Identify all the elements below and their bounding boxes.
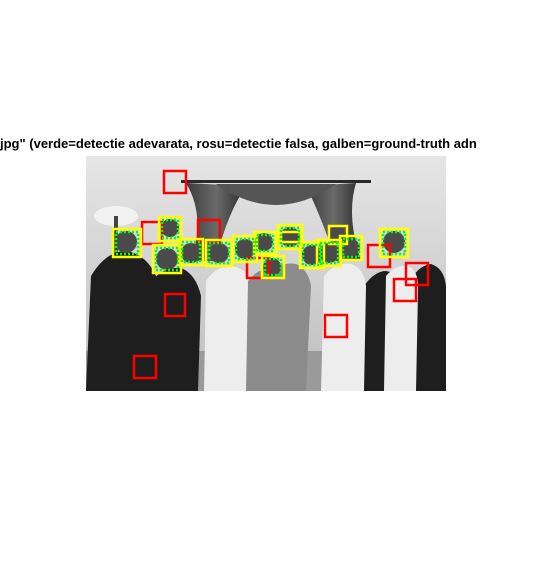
- false-detection-box: [323, 313, 349, 339]
- false-detection-box: [162, 169, 188, 195]
- false-detection-box: [392, 277, 418, 303]
- false-detection-box: [163, 292, 187, 318]
- ground-truth-box: [151, 243, 183, 275]
- true-detection-box: [114, 230, 140, 256]
- figure-title: jpg" (verde=detectie adevarata, rosu=det…: [0, 135, 534, 153]
- ground-truth-box: [298, 240, 326, 270]
- ground-truth-box: [260, 254, 286, 280]
- true-detection-box: [154, 246, 180, 272]
- true-detection-box: [207, 241, 231, 265]
- ground-truth-box: [111, 227, 143, 259]
- ground-truth-box: [279, 230, 303, 244]
- true-detection-box: [234, 237, 256, 261]
- true-detection-box: [263, 257, 283, 277]
- figure-title-text: jpg" (verde=detectie adevarata, rosu=det…: [0, 136, 477, 151]
- true-detection-box: [301, 243, 323, 267]
- ground-truth-box: [378, 227, 410, 259]
- true-detection-box: [341, 237, 361, 259]
- true-detection-box: [180, 240, 202, 264]
- ground-truth-box: [157, 215, 183, 243]
- true-detection-box: [255, 233, 275, 253]
- true-detection-box: [160, 218, 180, 240]
- false-detection-box: [132, 354, 158, 380]
- true-detection-box: [381, 230, 407, 256]
- ground-truth-box: [338, 234, 364, 262]
- true-detection-box: [318, 241, 340, 265]
- detection-overlay: [111, 169, 430, 380]
- true-detection-box: [279, 226, 301, 248]
